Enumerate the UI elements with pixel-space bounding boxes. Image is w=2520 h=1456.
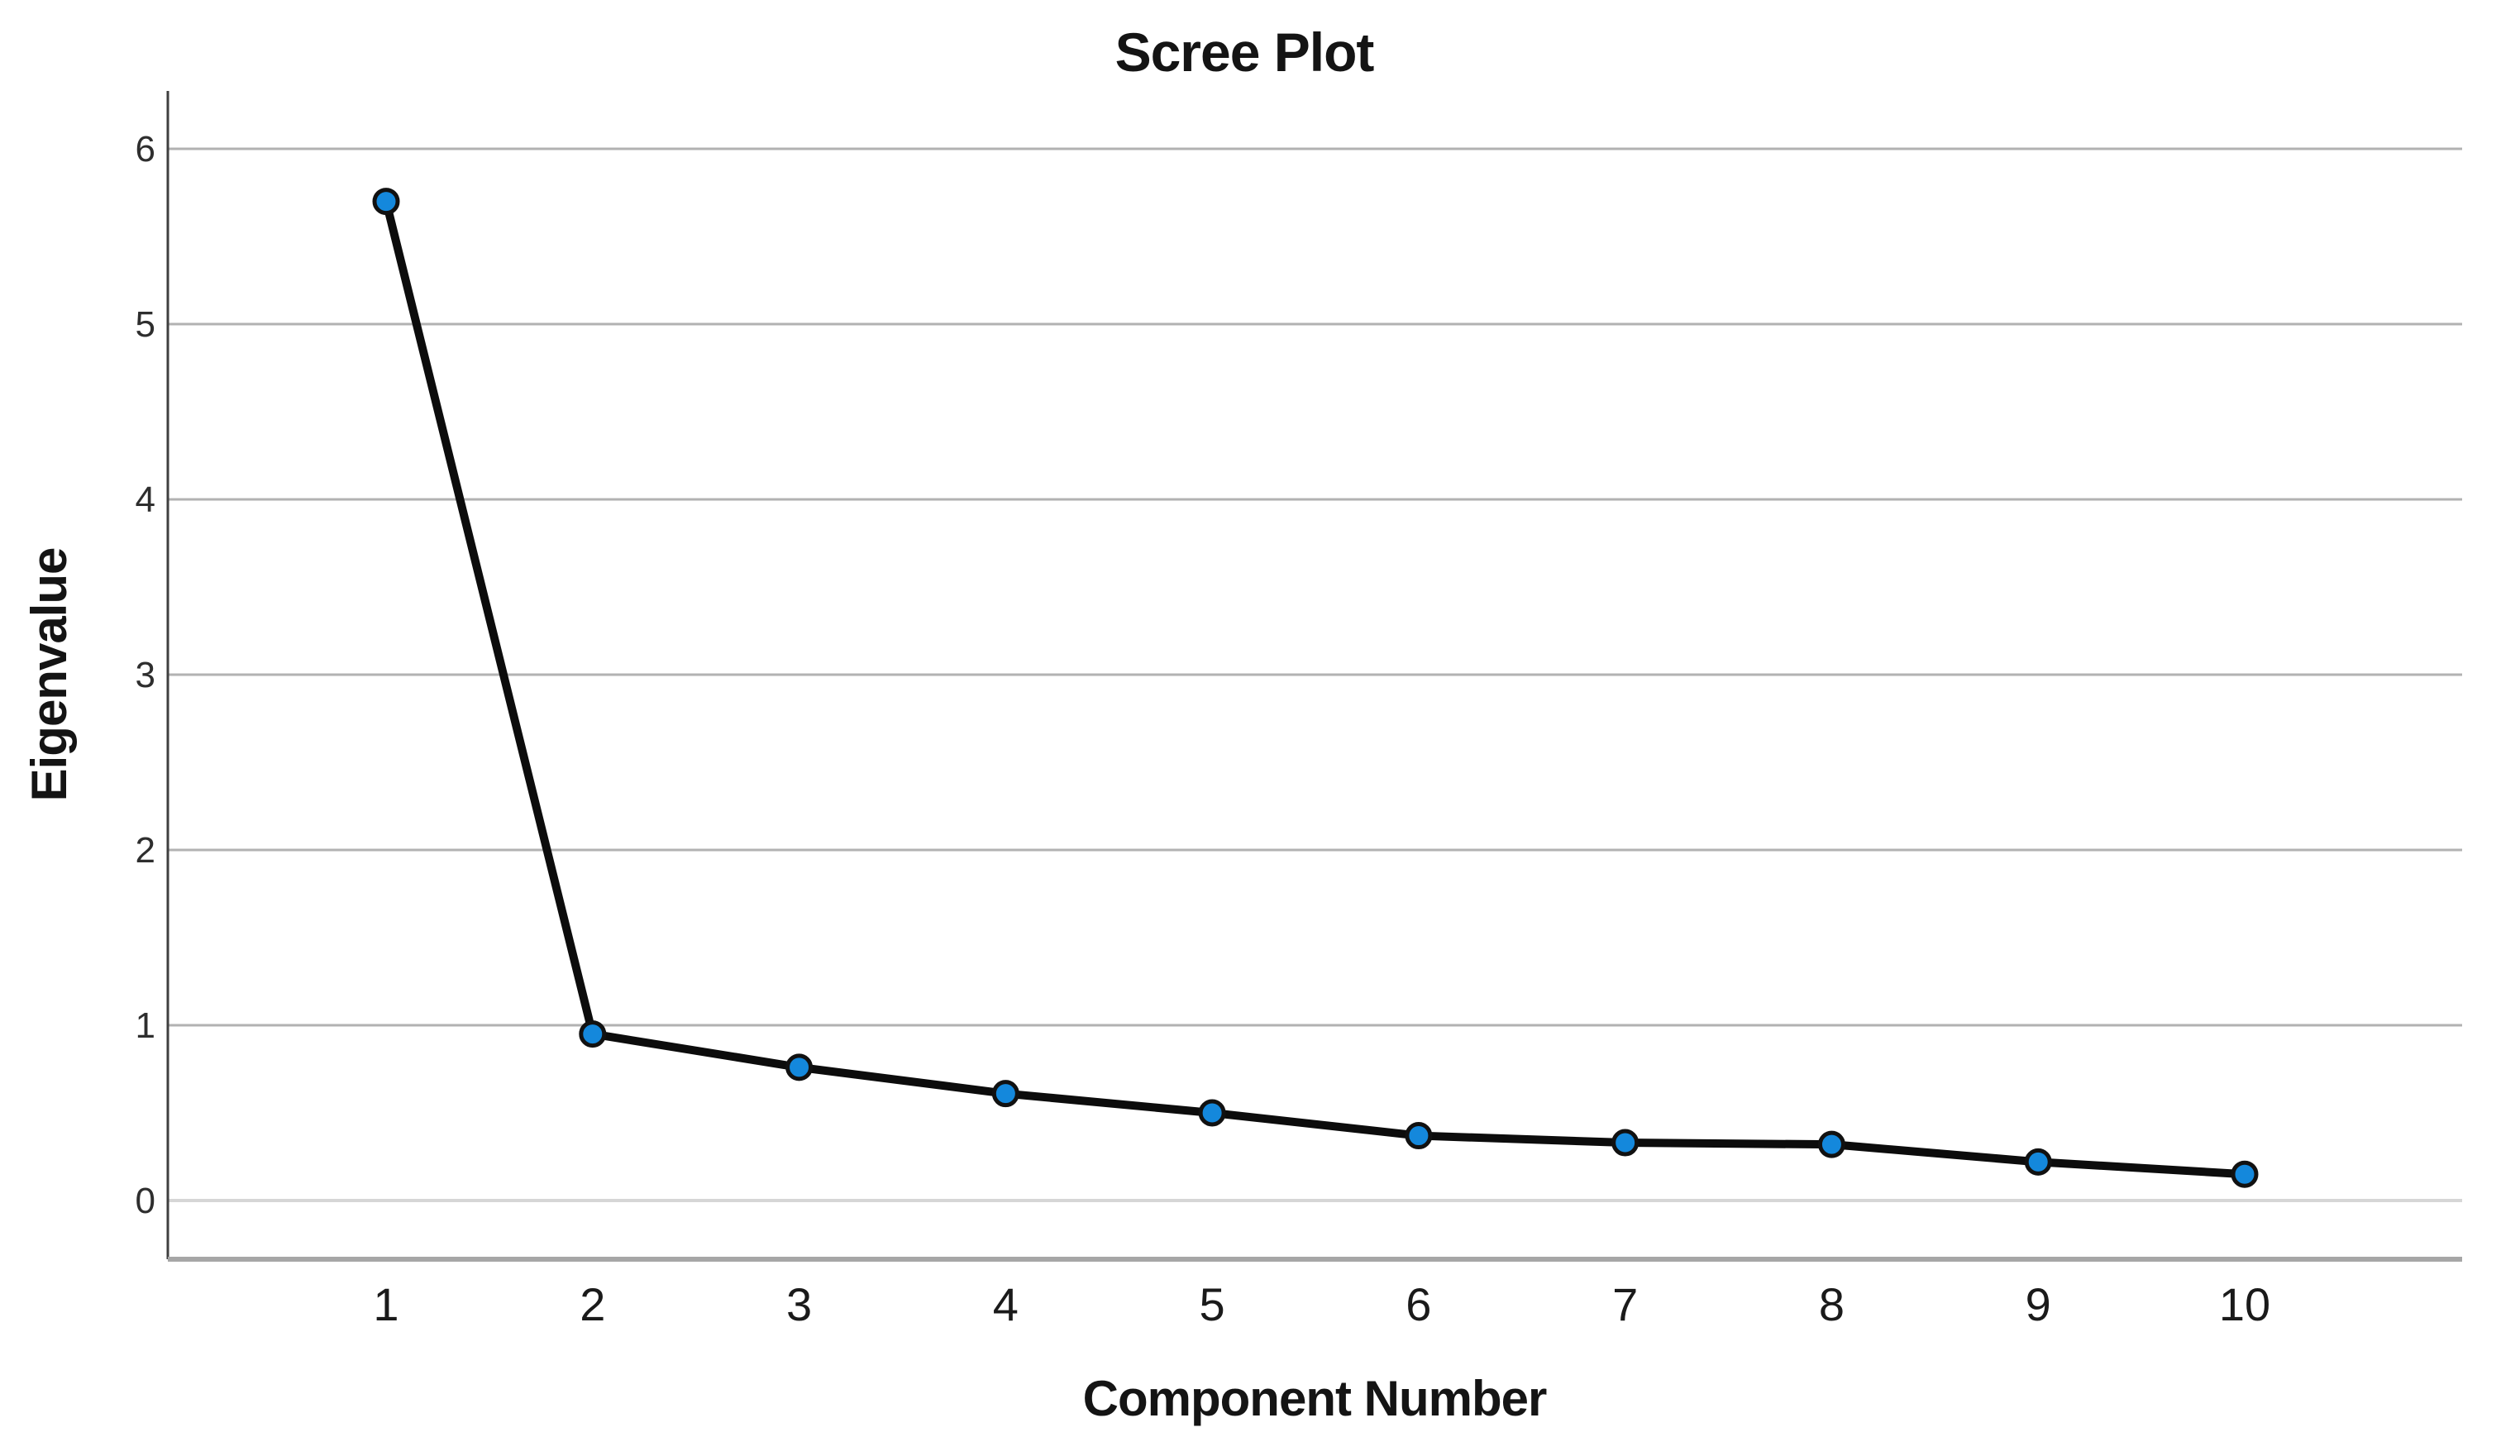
y-axis-title: Eigenvalue bbox=[21, 548, 77, 802]
data-point-10 bbox=[2231, 1160, 2259, 1188]
x-tick-label-5: 5 bbox=[1200, 1278, 1225, 1330]
data-point-3 bbox=[785, 1053, 814, 1081]
gridlines bbox=[168, 147, 2462, 1202]
y-tick-label-0: 0 bbox=[136, 1181, 155, 1221]
y-tick-label-2: 2 bbox=[136, 830, 155, 871]
y-tick-label-3: 3 bbox=[136, 655, 155, 695]
x-tick-label-2: 2 bbox=[580, 1278, 605, 1330]
x-axis-title: Component Number bbox=[1083, 1371, 1547, 1426]
data-point-4 bbox=[991, 1080, 1019, 1108]
data-point-2 bbox=[579, 1020, 607, 1048]
x-tick-labels: 1 2 3 4 5 6 7 8 9 10 bbox=[373, 1278, 2270, 1330]
y-tick-label-4: 4 bbox=[136, 480, 155, 520]
x-tick-label-1: 1 bbox=[373, 1278, 399, 1330]
x-tick-label-3: 3 bbox=[786, 1278, 812, 1330]
y-tick-label-6: 6 bbox=[136, 129, 155, 169]
data-point-7 bbox=[1611, 1129, 1639, 1157]
eigenvalue-line bbox=[382, 197, 2249, 1179]
data-point-1 bbox=[372, 188, 400, 216]
x-tick-label-8: 8 bbox=[1819, 1278, 1845, 1330]
data-point-6 bbox=[1405, 1122, 1433, 1150]
chart-title: Scree Plot bbox=[1115, 21, 1375, 83]
y-tick-label-5: 5 bbox=[136, 304, 155, 345]
x-tick-label-6: 6 bbox=[1406, 1278, 1431, 1330]
data-point-8 bbox=[1817, 1130, 1845, 1158]
x-tick-label-7: 7 bbox=[1612, 1278, 1638, 1330]
x-tick-label-10: 10 bbox=[2219, 1278, 2270, 1330]
data-point-markers bbox=[372, 188, 2259, 1188]
data-point-5 bbox=[1198, 1099, 1226, 1127]
x-tick-label-9: 9 bbox=[2026, 1278, 2051, 1330]
x-tick-label-4: 4 bbox=[993, 1278, 1019, 1330]
y-tick-labels: 0 1 2 3 4 5 6 bbox=[136, 129, 155, 1221]
y-tick-label-1: 1 bbox=[136, 1005, 155, 1046]
data-point-9 bbox=[2024, 1148, 2052, 1176]
